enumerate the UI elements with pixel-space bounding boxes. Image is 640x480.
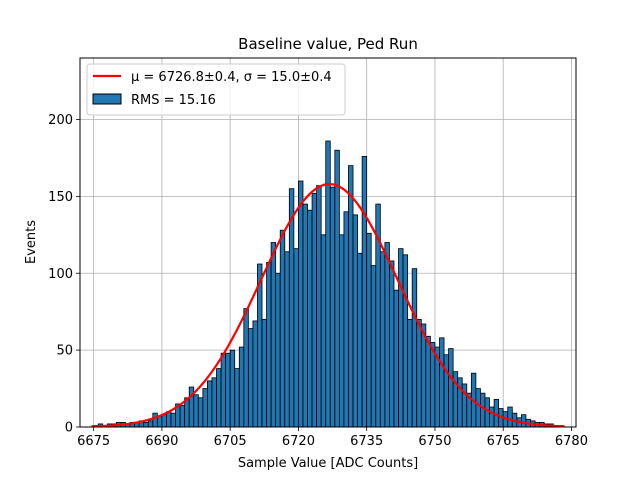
histogram-bar [420, 323, 427, 428]
histogram-bar [475, 388, 481, 428]
histogram-bar [329, 186, 336, 428]
fit-curve [91, 182, 565, 428]
legend: μ = 6726.8±0.4, σ = 15.0±0.4 RMS = 15.16 [86, 63, 346, 116]
plot-frame [79, 57, 577, 428]
histogram-bar [143, 421, 149, 428]
histogram-bar [352, 214, 358, 428]
histogram-bar [439, 337, 445, 428]
histogram-bar [156, 415, 163, 428]
histogram-bar [207, 380, 213, 428]
x-tick-label: 6735 [350, 434, 383, 449]
histogram-bar [229, 349, 236, 428]
histogram-bar [247, 328, 254, 428]
histogram-bar [147, 420, 154, 428]
histogram-bar [489, 406, 495, 428]
histogram-bar [252, 320, 258, 428]
x-tick-label: 6675 [77, 434, 110, 449]
x-tick-label: 6780 [555, 434, 588, 449]
x-tick-label: 6750 [418, 434, 451, 449]
legend-hist-swatch [92, 93, 122, 105]
legend-hist-label: RMS = 15.16 [131, 93, 216, 108]
histogram-bar [334, 149, 340, 428]
histogram-bar [311, 192, 318, 428]
histogram-bar [361, 155, 368, 428]
histogram-bar [225, 352, 231, 428]
histogram-bar [279, 229, 286, 428]
y-tick-label: 100 [48, 267, 73, 282]
histogram-bar [357, 252, 363, 428]
x-tick-label: 6690 [145, 434, 178, 449]
histogram-bar [234, 368, 240, 428]
histogram-bar [316, 185, 322, 428]
histogram-bar [307, 209, 313, 428]
histogram-bar [425, 335, 431, 428]
histogram-bar [507, 406, 513, 428]
gaussian-fit [91, 182, 565, 428]
histogram-bar [370, 265, 377, 428]
histogram-bar [293, 248, 299, 428]
histogram-bar [216, 368, 222, 428]
y-tick-label: 150 [48, 190, 73, 205]
y-axis-ticks: 0 50 100 150 200 [48, 113, 80, 436]
histogram-bar [193, 394, 199, 428]
histogram-bar [197, 397, 204, 428]
histogram-bar [238, 346, 245, 428]
histogram-bar [416, 318, 422, 428]
histogram-bar [320, 234, 327, 428]
histogram-bar [270, 242, 277, 428]
histogram-bar [389, 260, 395, 428]
histogram-bar [480, 392, 486, 428]
x-tick-label: 6720 [282, 434, 315, 449]
x-axis-ticks: 6675 6690 6705 6720 6735 6750 6765 6780 [77, 427, 588, 449]
y-tick-label: 200 [48, 113, 73, 128]
histogram-bar [179, 405, 186, 428]
y-axis-label: Events [24, 220, 39, 264]
legend-box [86, 63, 346, 116]
histogram-bar [211, 377, 217, 428]
legend-fit-label: μ = 6726.8±0.4, σ = 15.0±0.4 [131, 70, 332, 85]
x-tick-label: 6765 [487, 434, 520, 449]
histogram-bar [338, 234, 345, 428]
histogram-bar [202, 388, 208, 428]
histogram-bar [348, 165, 354, 428]
histogram-bar [343, 211, 349, 428]
histogram-bar [170, 412, 176, 428]
histogram-bar [284, 251, 290, 428]
histogram-bar [398, 248, 404, 428]
histogram-bar [288, 188, 295, 428]
x-axis-label: Sample Value [ADC Counts] [238, 456, 418, 471]
histogram-bar [402, 254, 409, 428]
histogram-bar [261, 318, 267, 428]
histogram-bar [298, 180, 304, 428]
histogram-bar [411, 268, 418, 428]
x-tick-label: 6705 [214, 434, 247, 449]
histogram-bar [384, 242, 390, 428]
y-tick-label: 0 [65, 421, 73, 436]
histogram-bar [275, 272, 281, 428]
histogram-bar [366, 232, 372, 428]
histogram-bar [520, 414, 527, 428]
histogram-bar [393, 289, 399, 428]
histogram-bar [266, 262, 272, 428]
histogram-bar [220, 352, 227, 428]
histogram-bar [448, 348, 454, 428]
histogram-bar [407, 318, 413, 428]
histogram-bar [152, 412, 158, 428]
histogram-bar [166, 411, 172, 428]
y-tick-label: 50 [56, 344, 73, 359]
histogram-bar [443, 354, 449, 428]
histogram-bar [243, 308, 249, 428]
histogram-bar [161, 414, 167, 428]
histogram-bar [379, 251, 386, 428]
chart-title: Baseline value, Ped Run [238, 35, 418, 53]
histogram-bar [429, 342, 436, 428]
histogram-bar [302, 203, 308, 428]
